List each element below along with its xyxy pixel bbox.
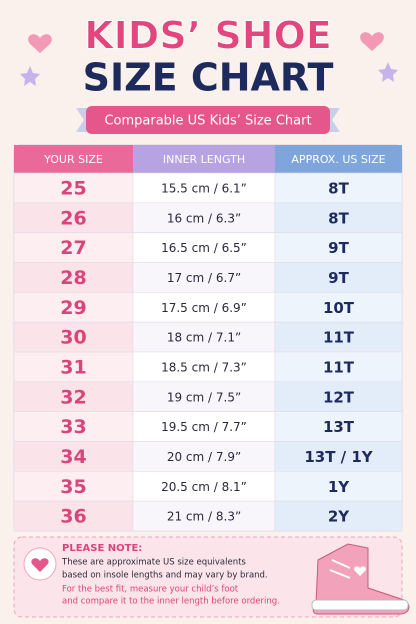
us-size-cell: 13T / 1Y <box>304 448 373 466</box>
star-icon <box>20 66 40 86</box>
cell <box>274 411 403 442</box>
column-header: YOUR SIZE <box>43 153 103 166</box>
heart-icon <box>28 34 52 53</box>
length-cell: 20 cm / 7.9” <box>167 450 241 464</box>
shoe-illustration <box>311 543 410 615</box>
us-size-cell: 11T <box>323 329 355 347</box>
note-text: These are approximate US size equivalent… <box>61 558 246 568</box>
us-size-cell: 8T <box>328 179 349 197</box>
header-cell <box>275 145 402 173</box>
cell <box>13 321 134 353</box>
size-cell: 32 <box>60 386 86 408</box>
us-size-cell: 9T <box>328 269 349 287</box>
cell <box>132 202 276 233</box>
cell <box>13 471 134 502</box>
header-cell <box>133 145 275 173</box>
length-cell: 18.5 cm / 7.3” <box>161 360 247 374</box>
cell <box>274 202 403 233</box>
table: YOUR SIZE INNER LENGTH APPROX. US SIZE 25 15… <box>13 145 403 532</box>
cell <box>132 381 276 412</box>
us-size-cell: 2Y <box>328 508 350 526</box>
size-cell: 28 <box>60 267 86 289</box>
size-cell: 27 <box>60 237 86 259</box>
note-heading: PLEASE NOTE: <box>62 543 142 554</box>
length-cell: 17.5 cm / 6.9” <box>161 301 247 315</box>
note-tip: For the best fit, measure your child’s f… <box>62 585 239 595</box>
title: SIZE CHART <box>83 56 334 100</box>
size-cell: 30 <box>60 327 86 349</box>
us-size-cell: 12T <box>323 388 355 406</box>
length-cell: 16 cm / 6.3” <box>167 211 241 225</box>
cell <box>274 381 403 412</box>
us-size-cell: 1Y <box>328 478 350 496</box>
cell <box>13 292 134 323</box>
length-cell: 17 cm / 6.7” <box>167 271 241 285</box>
column-header: INNER LENGTH <box>163 153 245 166</box>
cell <box>13 232 134 263</box>
size-cell: 25 <box>60 177 86 199</box>
note-heart <box>31 558 49 572</box>
cell <box>132 321 276 353</box>
us-size-cell: 8T <box>328 209 349 227</box>
length-cell: 21 cm / 8.3” <box>167 510 241 524</box>
cell <box>274 441 403 472</box>
size-cell: 34 <box>60 446 86 468</box>
note-text: based on insole lengths and may vary by … <box>62 571 268 581</box>
length-cell: 15.5 cm / 6.1” <box>161 181 247 195</box>
header-cell <box>14 145 133 173</box>
cell <box>274 321 403 353</box>
cell <box>13 500 134 532</box>
subtitle: Comparable US Kids’ Size Chart <box>104 114 311 129</box>
length-cell: 19 cm / 7.5” <box>167 390 241 404</box>
size-cell: 33 <box>60 416 86 438</box>
banner <box>86 106 330 134</box>
size-cell: 26 <box>60 207 86 229</box>
cell <box>132 351 276 383</box>
column-header: APPROX. US SIZE <box>291 153 385 166</box>
cell <box>13 172 134 204</box>
length-cell: 18 cm / 7.1” <box>167 331 241 345</box>
cell <box>13 381 134 412</box>
cell <box>132 292 276 323</box>
us-size-cell: 10T <box>323 299 355 317</box>
us-size-cell: 11T <box>323 358 355 376</box>
size-cell: 29 <box>60 297 86 319</box>
length-cell: 16.5 cm / 6.5” <box>161 241 247 255</box>
cell <box>274 351 403 383</box>
cell <box>132 411 276 442</box>
note-tip: and compare it to the inner length befor… <box>62 597 280 607</box>
cell <box>274 500 403 532</box>
heart-icon <box>360 32 384 51</box>
cell <box>132 172 276 204</box>
cell <box>274 262 403 293</box>
cell <box>274 172 403 204</box>
cell <box>13 411 134 442</box>
title: KIDS’ SHOE <box>84 14 332 58</box>
size-cell: 31 <box>60 356 86 378</box>
length-cell: 19.5 cm / 7.7” <box>161 420 247 434</box>
cell <box>132 262 276 293</box>
us-size-cell: 13T <box>323 418 355 436</box>
size-cell: 35 <box>60 476 86 498</box>
note-box <box>13 536 403 618</box>
cell <box>132 500 276 532</box>
cell <box>274 232 403 263</box>
size-cell: 36 <box>60 506 86 528</box>
length-cell: 20.5 cm / 8.1” <box>161 480 247 494</box>
cell <box>13 262 134 293</box>
star-icon <box>378 62 398 82</box>
us-size-cell: 9T <box>328 239 349 257</box>
cell <box>274 471 403 502</box>
cell <box>274 292 403 323</box>
